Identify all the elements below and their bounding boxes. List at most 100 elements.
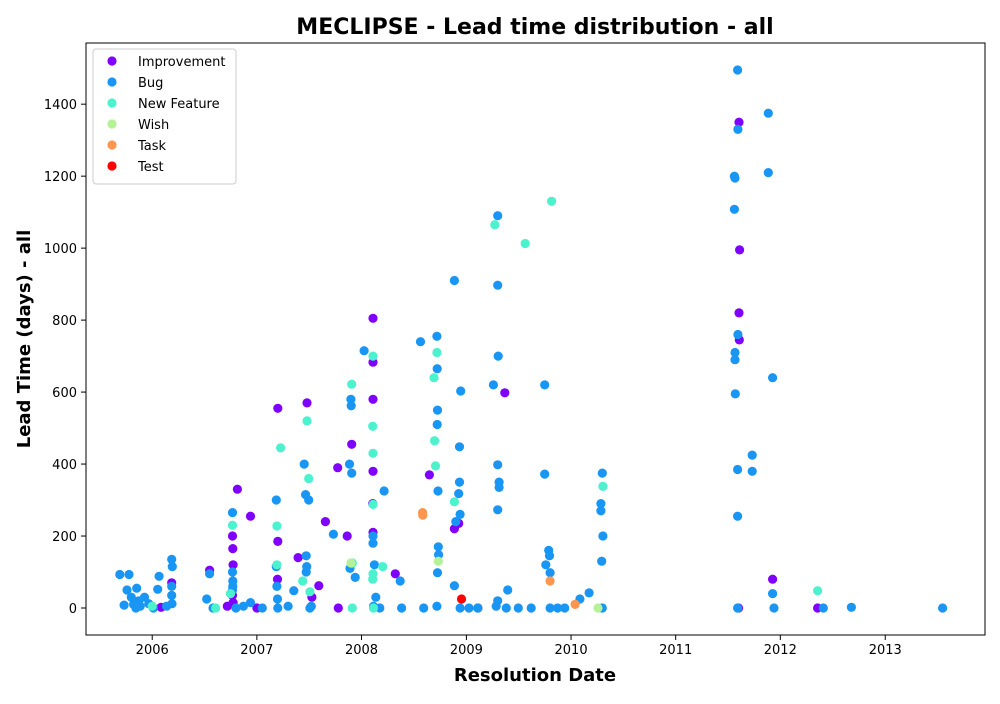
series-test	[456, 594, 467, 604]
series-bug	[115, 65, 948, 613]
data-point	[596, 506, 606, 516]
data-point	[320, 517, 330, 527]
data-point	[734, 117, 744, 127]
data-point	[430, 436, 440, 446]
data-point	[455, 509, 465, 519]
data-point	[735, 245, 745, 255]
data-point	[228, 560, 238, 570]
data-point	[513, 603, 523, 613]
y-tick-label: 1000	[44, 242, 77, 257]
data-point	[346, 558, 356, 568]
data-point	[730, 347, 740, 358]
data-point	[368, 538, 378, 548]
data-point	[449, 581, 459, 591]
data-point	[433, 486, 443, 496]
data-point	[139, 592, 150, 602]
data-point	[225, 589, 236, 599]
data-point	[368, 499, 378, 509]
data-point	[733, 511, 743, 521]
data-point	[597, 556, 607, 566]
data-point	[432, 331, 442, 341]
data-point	[299, 459, 309, 469]
x-tick-label: 2009	[450, 643, 483, 658]
data-point	[298, 576, 308, 586]
data-point	[433, 556, 443, 566]
x-tick-label: 2007	[240, 643, 273, 658]
y-axis-label: Lead Time (days) - all	[14, 230, 35, 449]
data-point	[451, 517, 461, 527]
data-point	[147, 601, 157, 611]
data-point	[346, 394, 356, 404]
data-point	[347, 439, 357, 449]
data-point	[526, 603, 536, 613]
data-points	[115, 65, 948, 613]
data-point	[434, 550, 444, 560]
data-point	[368, 313, 378, 323]
data-point	[730, 389, 740, 399]
data-point	[473, 603, 483, 613]
plot-frame	[85, 42, 986, 636]
data-point	[344, 459, 355, 469]
legend-marker	[107, 77, 117, 87]
data-point	[493, 460, 503, 470]
legend-label: Improvement	[138, 55, 225, 70]
data-point	[493, 211, 503, 221]
data-point	[763, 168, 773, 178]
x-tick-label: 2006	[136, 643, 169, 658]
legend-marker	[107, 98, 117, 108]
data-point	[167, 599, 177, 609]
data-point	[734, 308, 744, 318]
data-point	[328, 529, 338, 539]
data-point	[238, 601, 248, 611]
data-point	[272, 574, 283, 584]
data-point	[397, 603, 407, 613]
data-point	[205, 569, 215, 579]
data-point	[301, 551, 311, 561]
data-point	[302, 416, 312, 426]
data-point	[368, 351, 378, 361]
data-point	[454, 477, 465, 487]
legend-label: Bug	[138, 76, 163, 91]
data-point	[257, 603, 267, 613]
legend: Improvement Bug New Feature Wish Task Test	[92, 48, 237, 185]
data-point	[167, 562, 177, 572]
data-point	[449, 497, 459, 507]
y-axis-ticks: 0 200 400 600 800 1000 1200 1400	[44, 98, 86, 617]
data-point	[347, 468, 357, 478]
data-point	[768, 589, 778, 599]
y-tick-label: 0	[69, 602, 77, 617]
data-point	[424, 470, 434, 480]
data-point	[747, 450, 757, 460]
x-tick-label: 2011	[659, 643, 692, 658]
data-point	[347, 379, 357, 389]
data-point	[500, 388, 510, 398]
legend-label: Task	[137, 139, 167, 154]
data-point	[272, 581, 282, 592]
data-point	[167, 554, 177, 565]
data-point	[314, 581, 324, 591]
legend-marker	[107, 140, 117, 150]
data-point	[124, 569, 134, 580]
data-point	[733, 464, 743, 475]
data-point	[368, 466, 378, 476]
data-point	[553, 603, 563, 613]
data-point	[488, 380, 498, 390]
data-point	[456, 594, 467, 604]
data-point	[272, 521, 282, 531]
series-wish	[346, 556, 603, 613]
data-point	[938, 603, 948, 613]
data-point	[359, 346, 369, 356]
data-point	[747, 466, 757, 476]
data-point	[596, 499, 606, 509]
data-point	[769, 603, 779, 613]
data-point	[493, 280, 503, 290]
data-point	[432, 601, 442, 611]
data-point	[730, 173, 740, 183]
data-point	[418, 510, 428, 520]
data-point	[545, 576, 555, 586]
data-point	[501, 603, 511, 613]
data-point	[541, 560, 551, 570]
data-point	[730, 355, 740, 365]
data-point	[430, 461, 441, 471]
